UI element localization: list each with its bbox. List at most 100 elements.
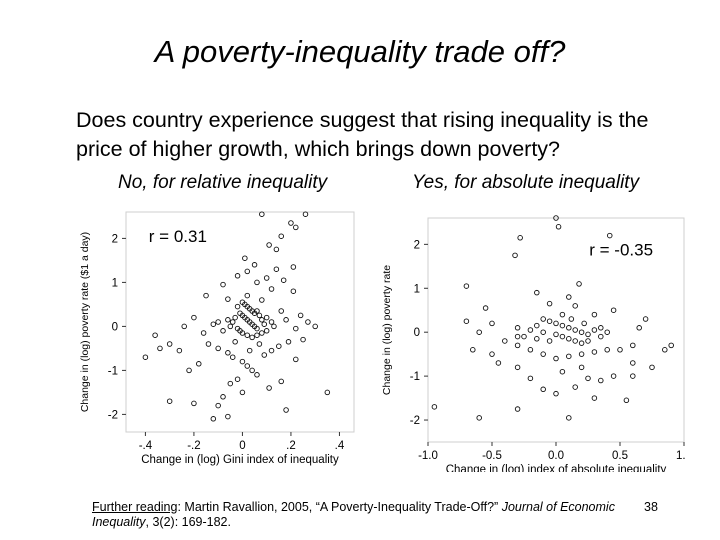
data-point — [259, 297, 265, 303]
data-point — [581, 320, 587, 327]
data-point — [527, 327, 534, 333]
data-point — [220, 328, 226, 334]
data-point — [476, 329, 482, 335]
data-point — [242, 255, 248, 261]
data-point — [266, 385, 272, 391]
data-point — [266, 242, 272, 248]
further-reading-label: Further reading — [92, 500, 178, 514]
data-point — [546, 338, 553, 344]
data-point — [662, 347, 668, 353]
data-point — [263, 328, 270, 334]
data-point — [234, 376, 241, 382]
data-point — [276, 343, 282, 349]
data-point — [181, 323, 187, 330]
data-point — [553, 320, 559, 327]
data-point — [572, 303, 578, 309]
data-point — [617, 347, 623, 353]
data-point — [254, 279, 260, 286]
data-point — [540, 329, 546, 335]
data-point — [559, 333, 566, 340]
data-point — [489, 351, 495, 357]
data-point — [220, 281, 226, 288]
data-point — [246, 347, 253, 354]
data-point — [476, 415, 482, 421]
data-point — [559, 368, 566, 375]
data-point — [254, 332, 260, 338]
data-point — [254, 308, 260, 314]
data-point — [142, 354, 149, 360]
data-point — [263, 314, 270, 321]
y-tick-label: -2 — [410, 415, 420, 427]
data-point — [200, 330, 207, 336]
data-point — [312, 323, 318, 330]
data-point — [232, 314, 238, 321]
data-point — [502, 338, 508, 344]
data-point — [273, 246, 280, 253]
data-point — [610, 307, 617, 313]
data-point — [232, 339, 238, 345]
data-point — [572, 338, 578, 344]
y-tick-label: 0 — [112, 321, 118, 333]
data-point — [280, 277, 287, 283]
data-point — [225, 350, 231, 356]
page-number: 38 — [644, 500, 658, 514]
data-point — [278, 378, 284, 385]
data-point — [649, 364, 655, 371]
data-point — [514, 406, 521, 412]
data-point — [607, 232, 613, 239]
x-axis-label: Change in (log) Gini index of inequality — [141, 454, 339, 466]
data-point — [210, 321, 217, 327]
data-point — [668, 342, 674, 349]
data-point — [290, 264, 297, 270]
data-point — [283, 317, 289, 323]
data-point — [534, 322, 540, 329]
data-point — [297, 312, 304, 319]
data-point — [244, 332, 251, 338]
data-point — [225, 317, 231, 323]
data-point — [585, 338, 591, 344]
data-point — [585, 331, 591, 338]
data-point — [293, 356, 299, 363]
data-point — [288, 220, 294, 226]
x-tick-label: -0.5 — [482, 450, 502, 462]
data-point — [514, 325, 521, 331]
data-point — [540, 386, 546, 393]
scatter-plot-absolute-svg: -1.0 -0.5 0.0 0.5 1.0 -2 -1 0 1 2 Change in (log) … — [381, 215, 692, 476]
x-tick-label: .2 — [286, 440, 296, 452]
y-tick-label: 2 — [112, 233, 118, 245]
data-point — [585, 375, 591, 382]
data-point — [517, 235, 523, 241]
data-point — [278, 233, 284, 239]
data-point — [578, 340, 585, 346]
data-point — [186, 367, 192, 374]
data-point — [591, 349, 598, 355]
x-tick-label: -.4 — [139, 440, 153, 452]
data-point — [300, 336, 306, 343]
data-point — [244, 363, 251, 369]
data-point — [482, 305, 489, 311]
data-point — [553, 215, 559, 221]
data-point — [553, 355, 559, 362]
data-point — [157, 345, 163, 352]
data-point — [290, 288, 297, 294]
data-point — [553, 390, 559, 397]
data-point — [234, 273, 241, 279]
y-tick-label: -1 — [410, 371, 420, 383]
data-point — [215, 402, 221, 409]
data-point — [495, 360, 502, 366]
data-point — [559, 322, 566, 329]
data-point — [191, 314, 197, 321]
data-point — [623, 397, 630, 404]
data-point — [205, 341, 212, 347]
data-point — [225, 413, 231, 420]
journal-name: Journal of Economic Inequality — [92, 500, 615, 529]
data-point — [259, 317, 265, 323]
data-point — [527, 375, 534, 382]
data-point — [293, 224, 299, 231]
data-point — [268, 319, 275, 325]
data-point — [244, 268, 251, 275]
data-point — [256, 312, 263, 319]
data-point — [271, 323, 277, 330]
data-point — [598, 377, 604, 384]
data-point — [521, 333, 527, 340]
